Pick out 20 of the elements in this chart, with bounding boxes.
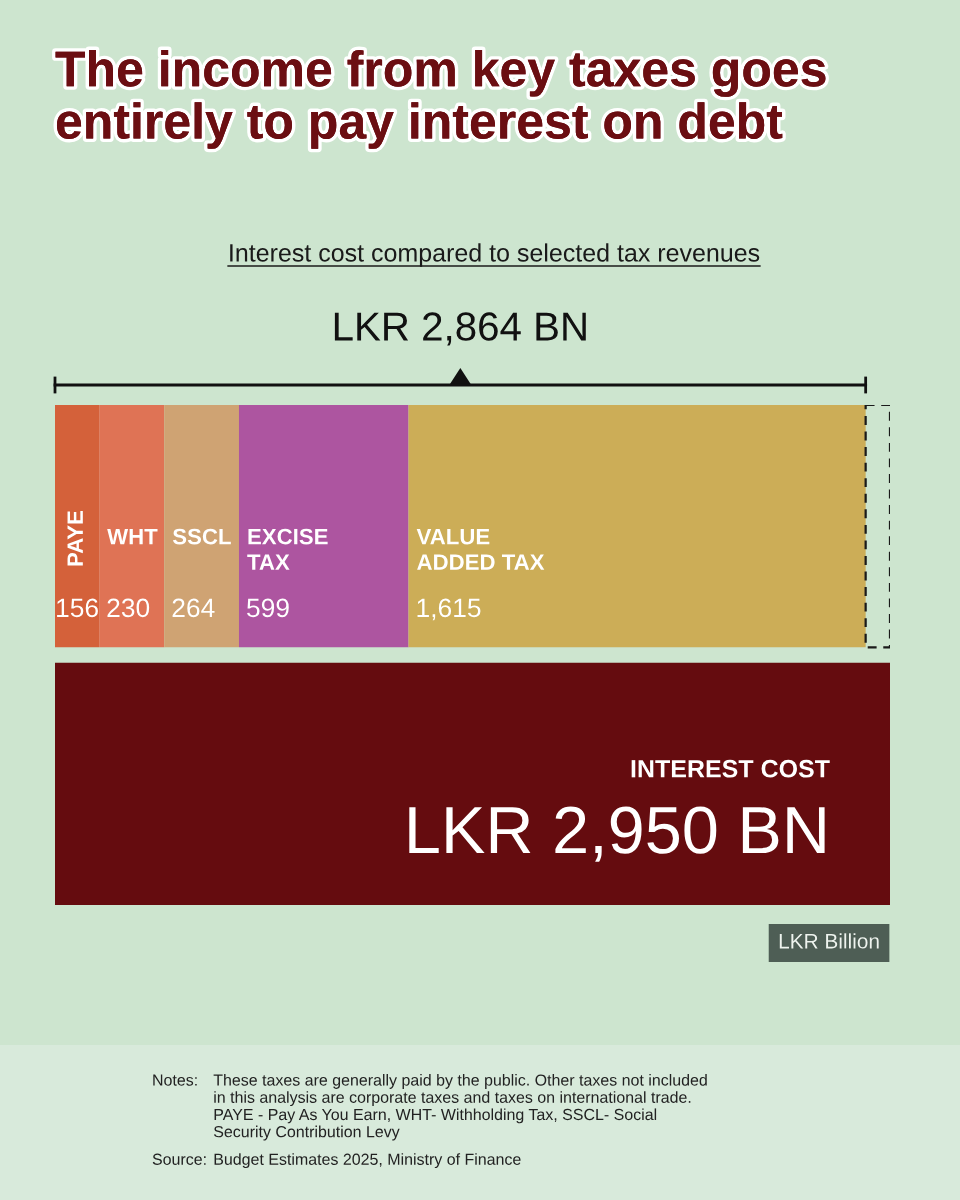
text: LKR Billion [779, 933, 879, 949]
text: Notes: [153, 1074, 197, 1086]
chart-title: The income from key taxes goes entirely to pay interest on debt [55, 50, 826, 149]
data-label: 156 [57, 598, 98, 618]
data-label: 230 [107, 598, 150, 618]
series-label: PAYE [67, 511, 83, 566]
series-label: WHT [107, 528, 158, 545]
chart-subtitle: Interest cost compared to selected tax revenues [230, 243, 760, 267]
source-note: Source: [152, 1153, 206, 1165]
data-label: 599 [247, 598, 289, 618]
text: Budget Estimates 2025, Ministry of Finance [214, 1153, 521, 1169]
text: These taxes are generally paid by the public. Other taxes not included in this analysis are corporate taxes and taxes on international trade. PAYE - Pay As You Earn, WHT- Withholding Tax, SSCL- Social Security Contribution Levy [213, 1074, 707, 1141]
series-label: EXCISE TAX [247, 528, 328, 570]
total-label: LKR 2,864 BN [334, 312, 586, 346]
series-label: SSCL [172, 528, 231, 545]
series-label: VALUE ADDED TAX [416, 528, 545, 570]
series-label: INTEREST COST [631, 759, 830, 778]
data-label: LKR 2,950 BN [409, 806, 825, 862]
data-label: 1,615 [417, 598, 481, 621]
data-label: 264 [172, 598, 215, 618]
